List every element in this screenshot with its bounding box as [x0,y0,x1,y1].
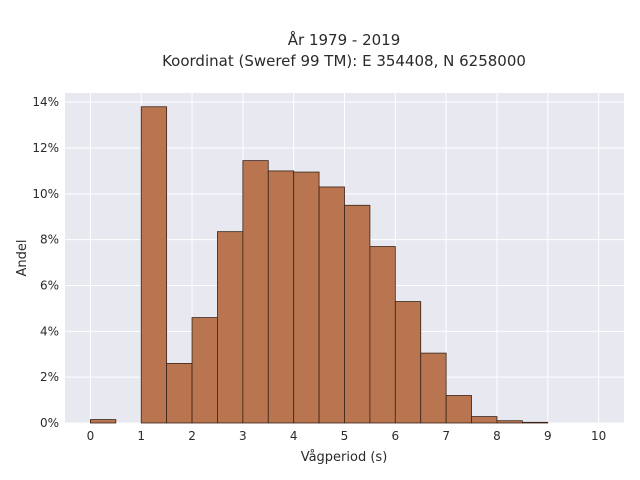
histogram-bar [445,395,472,424]
histogram-bar [191,317,218,424]
x-tick-label: 5 [341,429,349,443]
chart-title-line-1: År 1979 - 2019 [288,30,401,49]
histogram-bar [217,231,244,424]
x-tick-label: 8 [493,429,501,443]
y-tick-label: 2% [40,370,59,384]
histogram-bar [394,301,422,424]
histogram-bar [140,106,168,424]
histogram-bar [496,420,523,424]
y-tick-label: 8% [40,233,59,247]
histogram-bar [344,204,371,424]
histogram-bar [318,186,345,424]
y-tick-label: 12% [32,141,59,155]
x-tick-label: 3 [239,429,247,443]
y-tick-label: 4% [40,324,59,338]
histogram-bar [471,416,498,424]
x-axis-label: Vågperiod (s) [301,450,388,465]
histogram-bar [293,171,320,424]
y-axis-label: Andel [15,240,30,277]
histogram-bar [369,246,396,424]
x-tick-label: 9 [544,429,552,443]
x-tick-labels: 0 1 2 3 4 5 6 7 8 9 10 [87,429,607,443]
y-tick-label: 0% [40,416,59,430]
histogram-bar [521,421,549,424]
x-tick-label: 10 [591,429,606,443]
y-tick-labels: 0% 2% 4% 6% 8% 10% 12% 14% [32,95,59,430]
histogram-bar [267,170,295,424]
x-tick-label: 6 [391,429,399,443]
y-tick-label: 10% [32,187,59,201]
y-tick-label: 6% [40,279,59,293]
chart-title-line-2: Koordinat (Sweref 99 TM): E 354408, N 62… [162,52,526,70]
y-tick-label: 14% [32,95,59,109]
x-tick-label: 1 [137,429,145,443]
bars [90,106,549,424]
histogram-bar [420,352,447,424]
histogram-bar [166,363,193,424]
histogram-bar [242,160,269,424]
x-tick-label: 0 [87,429,95,443]
histogram-bar [90,419,117,424]
x-tick-label: 7 [442,429,450,443]
x-tick-label: 4 [290,429,298,443]
x-tick-label: 2 [188,429,196,443]
